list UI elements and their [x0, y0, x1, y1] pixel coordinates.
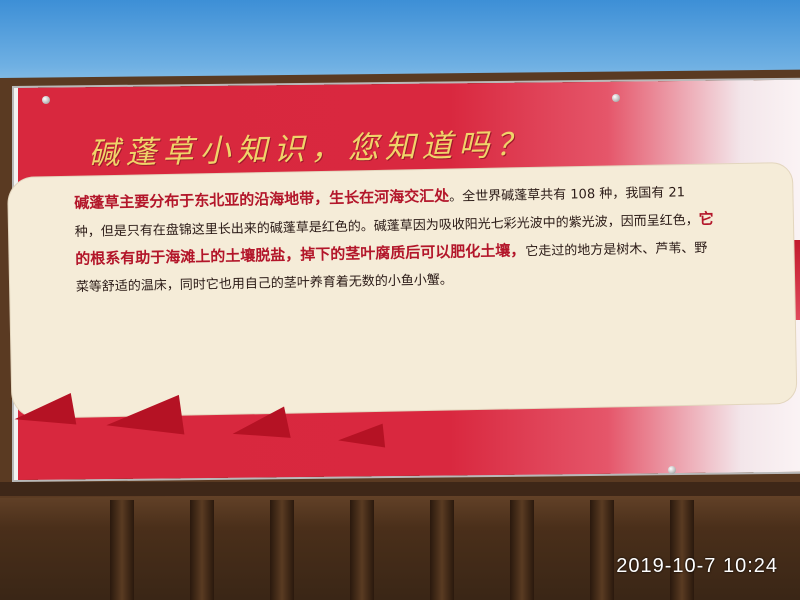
fish-decoration-icon: [336, 423, 386, 453]
railing-post: [270, 500, 294, 600]
railing: [0, 482, 800, 496]
sign-text: 碱蓬草主要分布于东北亚的沿海地带，生长在河海交汇处。全世界碱蓬草共有 108 种…: [74, 178, 716, 301]
photo-timestamp: 2019-10-7 10:24: [616, 555, 778, 577]
railing-post: [590, 500, 614, 600]
screw-icon: [612, 94, 620, 102]
railing-post: [430, 500, 454, 600]
text-lead: 碱蓬草主要分布于东北亚的沿海地带，生长在河海交汇处: [74, 186, 450, 212]
railing-post: [350, 500, 374, 600]
railing-post: [670, 500, 694, 600]
railing-post: [190, 500, 214, 600]
railing-post: [510, 500, 534, 600]
screw-icon: [668, 466, 676, 474]
railing-post: [110, 500, 134, 600]
screw-icon: [42, 96, 50, 104]
